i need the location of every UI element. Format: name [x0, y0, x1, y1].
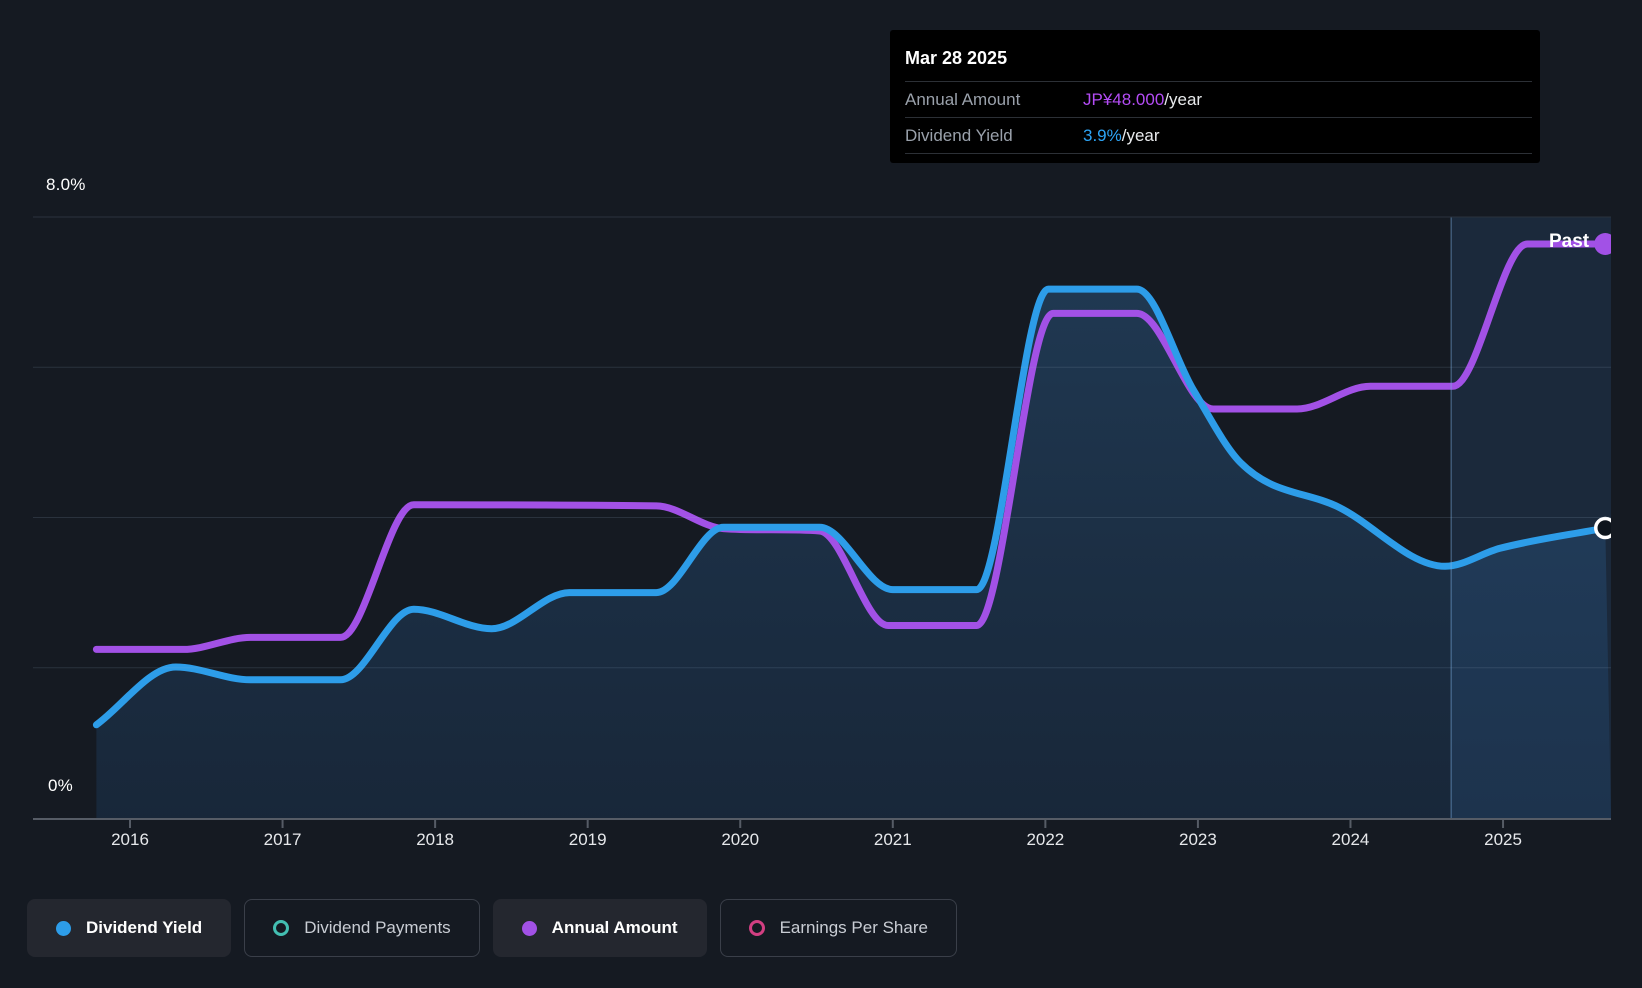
dividend-yield-line — [92, 285, 1609, 729]
x-axis-year-label-2019: 2019 — [568, 830, 607, 849]
annual-amount-endpoint-marker — [1594, 233, 1611, 255]
earnings-per-share-marker-icon — [748, 920, 765, 936]
x-axis-year-label-2016: 2016 — [111, 830, 149, 849]
tooltip-value-suffix: /year — [1164, 89, 1203, 109]
tooltip-label: Dividend Yield — [905, 125, 1013, 145]
tooltip-row-annual-amount: Annual Amount JP¥48.000 /year — [905, 82, 1532, 118]
x-axis-year-label-2020: 2020 — [721, 830, 760, 849]
legend: Dividend Yield Dividend Payments Annual Am… — [27, 899, 957, 957]
tooltip-value-suffix: /year — [1121, 125, 1160, 145]
x-axis-year-label-2023: 2023 — [1178, 830, 1217, 849]
legend-label: Annual Amount — [551, 918, 678, 937]
annual-amount-marker-icon — [521, 920, 537, 936]
tooltip-label: Annual Amount — [905, 89, 1021, 109]
legend-label: Earnings Per Share — [779, 918, 928, 937]
legend-toggle-earnings-per-share[interactable]: Earnings Per Share — [719, 899, 957, 957]
past-region-label: Past — [1549, 231, 1590, 252]
x-axis-year-label-2024: 2024 — [1331, 830, 1370, 849]
x-axis-year-label-2025: 2025 — [1484, 830, 1522, 849]
legend-toggle-dividend-yield[interactable]: Dividend Yield — [27, 899, 232, 957]
legend-label: Dividend Payments — [304, 918, 451, 937]
legend-toggle-annual-amount[interactable]: Annual Amount — [492, 899, 707, 957]
dividend-yield-area — [96, 289, 1611, 819]
annual-amount-line — [92, 240, 1609, 653]
tooltip-value: 3.9% — [1083, 125, 1122, 145]
dividend-yield-marker-icon — [56, 920, 71, 936]
dividend-payments-marker-icon — [273, 920, 290, 936]
tooltip-value: JP¥48.000 — [1083, 89, 1165, 109]
x-axis-year-label-2017: 2017 — [263, 830, 302, 849]
legend-label: Dividend Yield — [86, 918, 203, 937]
tooltip: Mar 28 2025 Annual Amount JP¥48.000 /yea… — [890, 30, 1540, 163]
y-axis-label-top: 8.0% — [46, 175, 86, 194]
y-axis-label-zero: 0% — [48, 776, 73, 795]
dividend-yield-endpoint-marker — [1594, 516, 1611, 540]
x-axis-year-label-2018: 2018 — [416, 830, 455, 849]
x-axis-year-label-2022: 2022 — [1026, 830, 1065, 849]
legend-toggle-dividend-payments[interactable]: Dividend Payments — [244, 899, 480, 957]
tooltip-date: Mar 28 2025 — [905, 30, 1532, 82]
tooltip-row-dividend-yield: Dividend Yield 3.9% /year — [905, 118, 1532, 154]
x-axis-year-label-2021: 2021 — [873, 830, 912, 849]
